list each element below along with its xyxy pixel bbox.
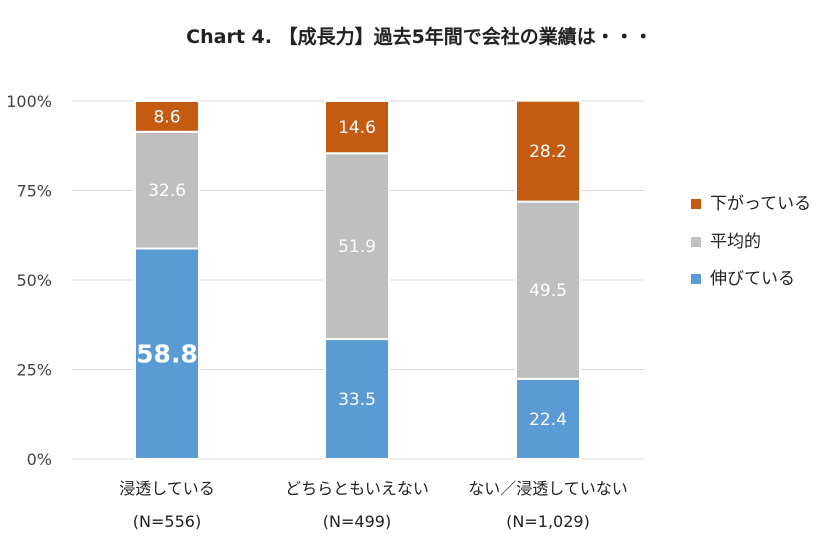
sample-size-label: (N=1,029) xyxy=(506,512,590,531)
y-tick-label: 100% xyxy=(6,92,52,111)
bar-segment xyxy=(324,100,390,155)
bar-segment xyxy=(134,100,200,133)
legend-swatch xyxy=(691,237,701,247)
y-tick-label: 0% xyxy=(27,450,52,469)
legend-label: 平均的 xyxy=(710,232,761,252)
bar-segment xyxy=(324,338,390,461)
y-tick-label: 75% xyxy=(16,182,52,201)
bar-segment xyxy=(515,99,581,203)
data-label: 58.8 xyxy=(136,340,198,369)
data-label: 49.5 xyxy=(529,281,567,301)
sample-size-label: (N=499) xyxy=(323,512,391,531)
category-label: ない／浸透していない xyxy=(468,479,628,498)
category-label: 浸透している xyxy=(119,479,215,498)
data-label: 28.2 xyxy=(529,142,567,162)
legend-label: 下がっている xyxy=(710,194,811,214)
y-tick-label: 50% xyxy=(16,271,52,290)
chart-title: Chart 4. 【成長力】過去5年間で会社の業績は・・・ xyxy=(186,26,653,48)
bar-segment xyxy=(134,130,200,250)
data-label: 33.5 xyxy=(338,390,376,410)
legend-swatch xyxy=(691,199,701,209)
sample-size-label: (N=556) xyxy=(133,512,201,531)
data-label: 32.6 xyxy=(148,181,186,201)
legend-label: 伸びている xyxy=(710,269,795,289)
category-label: どちらともいえない xyxy=(285,479,429,498)
data-label: 51.9 xyxy=(338,237,376,257)
bar-segment xyxy=(134,247,200,460)
data-label: 8.6 xyxy=(153,107,180,127)
data-label: 14.6 xyxy=(338,118,376,138)
bar-segment xyxy=(324,152,390,341)
data-label: 22.4 xyxy=(529,410,567,430)
y-tick-label: 25% xyxy=(16,361,52,380)
legend-swatch xyxy=(691,274,701,284)
